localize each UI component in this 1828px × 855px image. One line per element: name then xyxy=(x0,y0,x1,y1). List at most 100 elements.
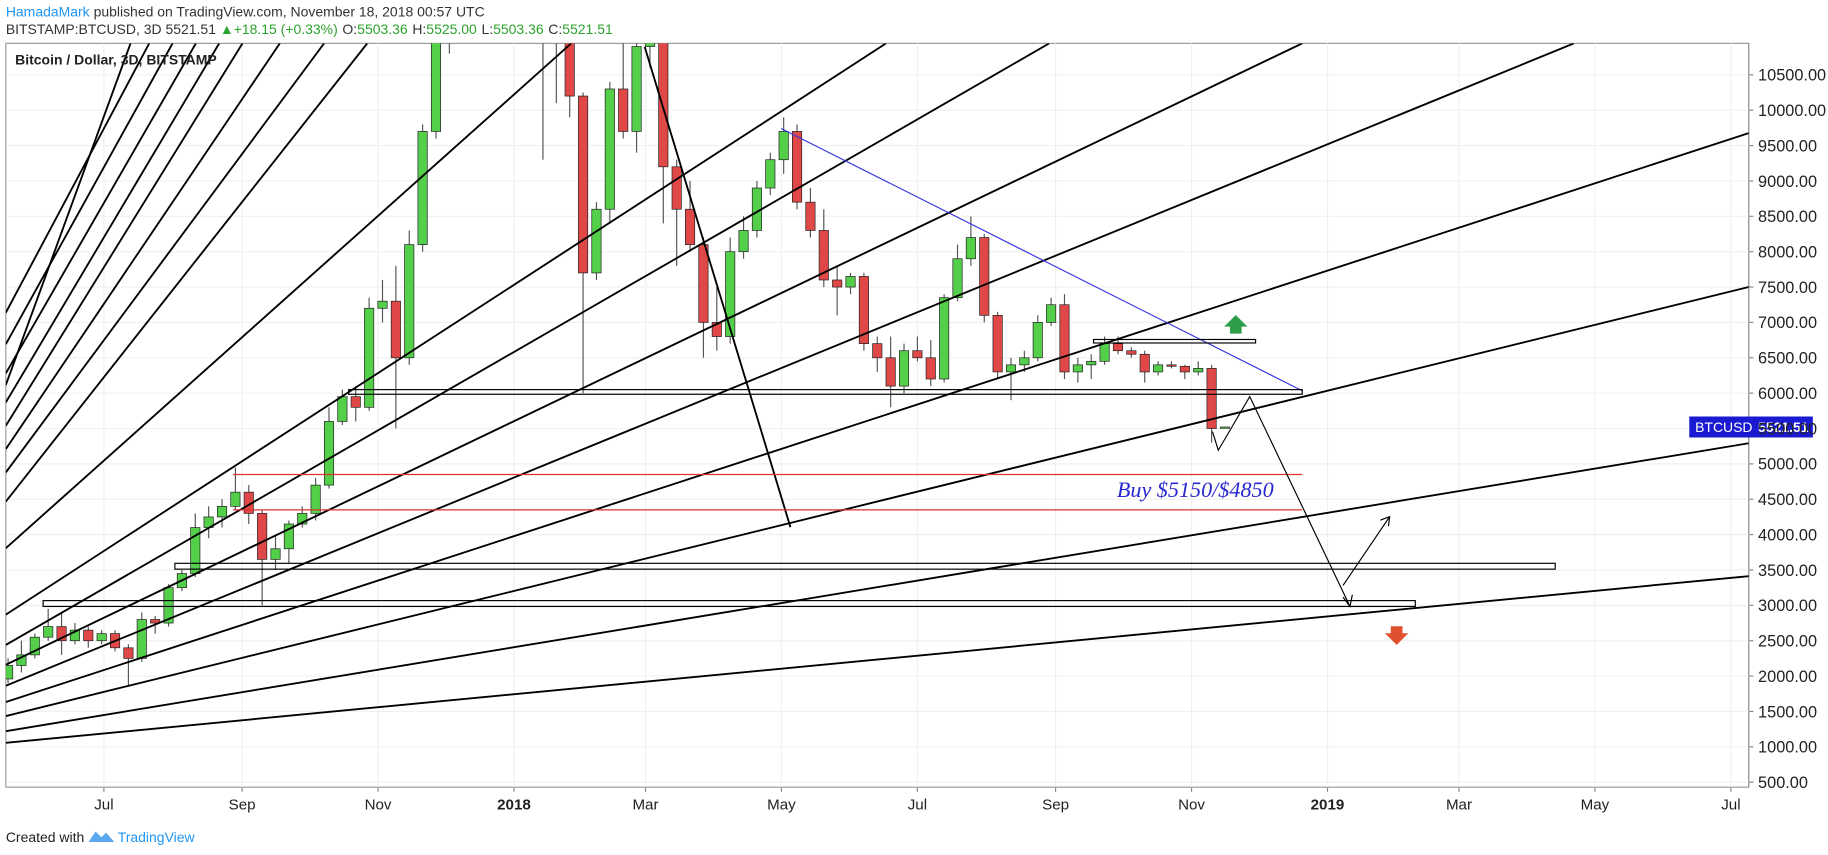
x-tick-label: May xyxy=(1581,796,1610,813)
y-tick-label: 1500.00 xyxy=(1758,703,1817,721)
candle-body xyxy=(377,300,388,309)
candle-body xyxy=(150,619,161,624)
x-tick-label: Jul xyxy=(94,796,113,813)
candle-body xyxy=(1112,343,1124,352)
candle-body xyxy=(417,131,428,245)
candle-body xyxy=(858,276,869,344)
candle-body xyxy=(698,244,709,323)
arrows xyxy=(1211,395,1391,608)
y-tick-label: 4500.00 xyxy=(1758,491,1817,509)
price: 5521.51 xyxy=(165,21,216,37)
fan-line xyxy=(5,43,174,345)
candle-body xyxy=(778,131,789,161)
ohlc-value: 5525.00 xyxy=(426,21,477,37)
y-tick-label: 3500.00 xyxy=(1758,562,1817,580)
candle-body xyxy=(1193,368,1204,373)
y-tick-label: 9000.00 xyxy=(1758,173,1817,191)
fan-line xyxy=(5,286,1749,717)
candle-body xyxy=(792,131,803,203)
header-line: HamadaMark published on TradingView.com,… xyxy=(6,4,485,20)
y-tick-label: 8000.00 xyxy=(1758,244,1817,262)
ohlc-value: 5521.51 xyxy=(562,21,613,37)
candle-body xyxy=(257,513,268,560)
candle-body xyxy=(725,251,736,337)
x-tick-label: Sep xyxy=(1042,796,1069,813)
candle-body xyxy=(738,230,749,253)
candle-body xyxy=(1032,322,1043,359)
arrow-head xyxy=(1380,515,1391,527)
resistance-line xyxy=(780,127,1303,392)
candle-body xyxy=(69,629,80,642)
candle-body xyxy=(29,636,40,656)
fan-line xyxy=(5,43,368,503)
up-arrow-icon xyxy=(1224,314,1248,334)
fan-line xyxy=(5,43,132,386)
fan-line xyxy=(5,43,1575,687)
candle-body xyxy=(1153,364,1164,373)
x-tick-label: Nov xyxy=(1178,796,1205,813)
candle-body xyxy=(912,350,923,359)
fan-line xyxy=(5,43,325,473)
candle-body xyxy=(350,396,361,408)
author[interactable]: HamadaMark xyxy=(6,4,90,20)
candle-body xyxy=(1219,426,1230,429)
candle-body xyxy=(658,43,669,168)
fan-line xyxy=(5,43,1303,666)
fan-line xyxy=(5,132,1749,703)
candle-body xyxy=(939,297,950,380)
fan-line xyxy=(5,43,151,314)
zone xyxy=(1092,338,1257,344)
candle-body xyxy=(310,484,321,514)
footer-brand[interactable]: TradingView xyxy=(118,829,196,845)
candle-body xyxy=(404,244,415,359)
candle-body xyxy=(845,276,856,288)
published: published on TradingView.com, November 1… xyxy=(94,4,485,20)
zone xyxy=(347,389,1303,395)
footer-text: Created with xyxy=(6,829,84,845)
candle-body xyxy=(1099,343,1110,362)
candle-body xyxy=(297,513,308,525)
fan-line xyxy=(5,442,1749,733)
candle-body xyxy=(96,633,107,642)
candle-body xyxy=(832,279,843,288)
candle-body xyxy=(1166,364,1177,367)
y-tick-label: 6500.00 xyxy=(1758,350,1817,368)
ohlc-value: 5503.36 xyxy=(493,21,544,37)
candle-body xyxy=(925,357,936,380)
candle-body xyxy=(564,43,575,97)
y-tick-label: 500.00 xyxy=(1758,774,1808,792)
ohlc-label: O: xyxy=(342,21,357,37)
y-tick-label: 1000.00 xyxy=(1758,739,1817,757)
chart-title: Bitcoin / Dollar, 3D, BITSTAMP xyxy=(15,51,217,67)
x-tick-label: Jul xyxy=(908,796,927,813)
y-tick-label: 4000.00 xyxy=(1758,526,1817,544)
candle-body xyxy=(644,43,655,47)
fan-line xyxy=(5,43,281,450)
candle-body xyxy=(1179,365,1190,373)
candle-body xyxy=(283,523,294,550)
projection-path xyxy=(1211,395,1351,607)
ohlc-label: L: xyxy=(481,21,493,37)
candle-body xyxy=(216,505,228,518)
y-tick-label: 10000.00 xyxy=(1758,102,1826,120)
x-tick-label: Mar xyxy=(632,796,658,813)
candle-body xyxy=(1072,364,1083,373)
candle-body xyxy=(965,237,976,260)
buy-lines xyxy=(233,473,1303,511)
y-tick-label: 7500.00 xyxy=(1758,279,1817,297)
y-tick-label: 3000.00 xyxy=(1758,597,1817,615)
candle-body xyxy=(1019,357,1030,366)
candle-body xyxy=(685,208,696,245)
fan-line xyxy=(5,43,197,374)
candle-body xyxy=(872,343,883,359)
x-tick-label: Sep xyxy=(229,796,256,813)
fan-line xyxy=(5,43,220,403)
y-tick-label: 8500.00 xyxy=(1758,208,1817,226)
gann-fan xyxy=(5,43,1749,744)
candle-body xyxy=(898,350,910,387)
ohlc-label: C: xyxy=(548,21,562,37)
trend-line xyxy=(643,46,792,528)
candle-body xyxy=(671,166,682,210)
quote-line: BITSTAMP:BTCUSD, 3D 5521.51 ▲+18.15 (+0.… xyxy=(6,21,613,37)
